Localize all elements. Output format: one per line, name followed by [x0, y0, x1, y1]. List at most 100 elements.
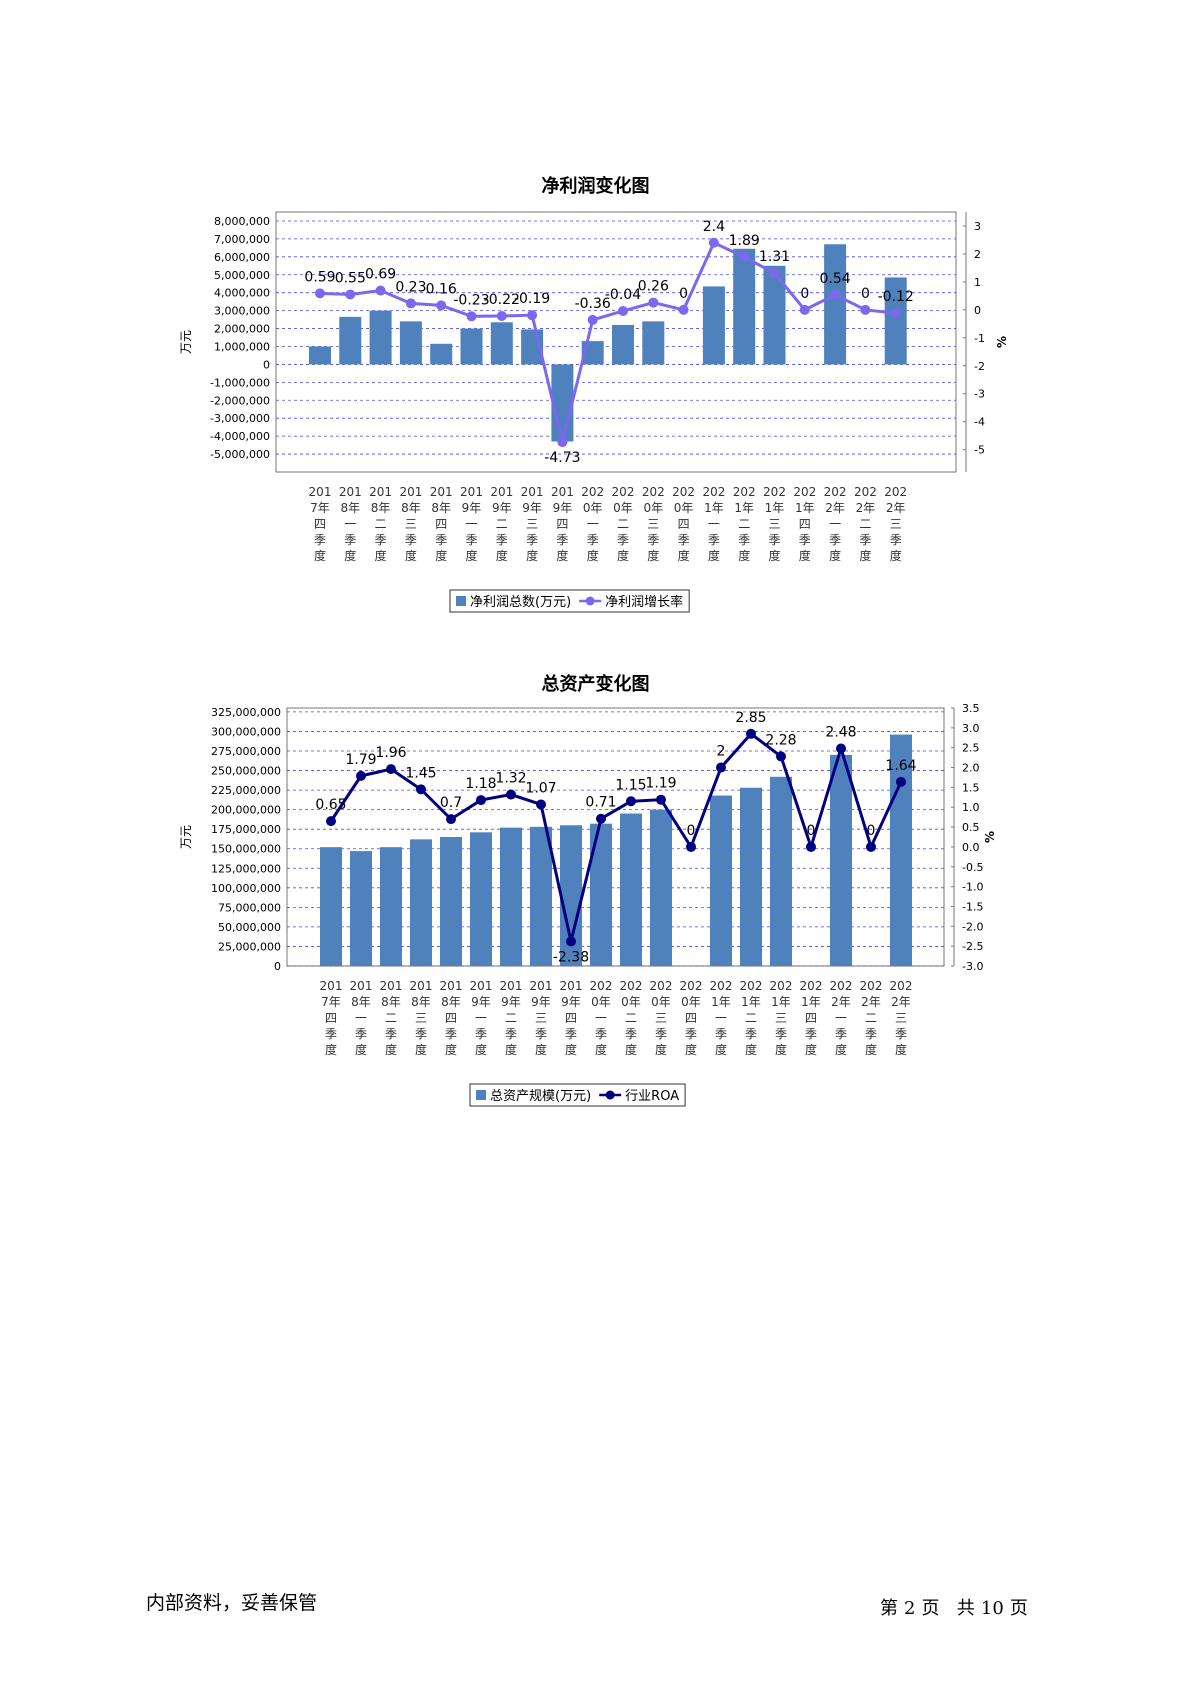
y-tick-label: 7,000,000 — [214, 233, 270, 246]
bar — [320, 847, 342, 966]
line-point — [678, 304, 689, 315]
data-label: 0.65 — [315, 797, 346, 813]
line-point — [596, 813, 606, 824]
x-tick-label: 202 2年二季度 — [860, 979, 883, 1057]
data-label: 0 — [679, 286, 688, 302]
x-tick-label: 202 1年四季度 — [793, 485, 816, 563]
line-point — [446, 814, 456, 825]
line-point — [566, 936, 576, 947]
y-tick-label: 5,000,000 — [214, 269, 270, 282]
data-label: -0.23 — [453, 292, 489, 308]
data-label: 1.18 — [465, 776, 496, 792]
data-label: 0 — [800, 286, 809, 302]
line-point — [708, 237, 719, 248]
legend: 净利润总数(万元) 净利润增长率 — [449, 589, 690, 613]
page-prefix: 第 — [880, 1598, 898, 1619]
x-tick-label: 202 1年三季度 — [763, 485, 786, 563]
line-point — [416, 784, 426, 795]
line-point — [896, 776, 906, 787]
data-label: 0 — [867, 823, 876, 839]
data-label: 0.7 — [440, 795, 462, 811]
bar — [763, 265, 786, 365]
x-tick-label: 201 8年三季度 — [399, 485, 422, 563]
data-label: 0.16 — [426, 281, 457, 297]
x-tick-label: 202 2年三季度 — [890, 979, 913, 1057]
bar — [551, 364, 574, 442]
x-tick-label: 202 1年三季度 — [770, 979, 793, 1057]
legend-bar-swatch — [476, 1090, 486, 1100]
x-tick-label: 202 2年三季度 — [884, 485, 907, 563]
line-point — [326, 816, 336, 827]
bar — [710, 795, 732, 966]
bar — [560, 825, 582, 966]
confidential-note: 内部资料，妥善保管 — [146, 1592, 318, 1614]
bar — [350, 851, 372, 966]
series-line — [329, 731, 903, 942]
x-tick-label: 202 0年四季度 — [672, 485, 695, 563]
bar — [702, 286, 725, 365]
data-label: 0.54 — [820, 271, 851, 287]
data-label: 2 — [717, 744, 726, 760]
bar — [470, 832, 492, 966]
chart-1-title: 净利润变化图 — [541, 176, 650, 197]
data-label: 2.48 — [825, 724, 856, 740]
data-label: -0.04 — [605, 287, 641, 303]
y-tick-label: 325,000,000 — [211, 706, 281, 719]
total-assets-chart: 325,000,000300,000,000275,000,000250,000… — [179, 702, 997, 1107]
y-tick-label: 200,000,000 — [211, 804, 281, 817]
line-point — [506, 789, 516, 800]
y2-axis-title: % — [983, 831, 997, 843]
page-num: 2 — [904, 1598, 916, 1619]
data-label: 1.31 — [759, 249, 790, 265]
y2-tick-label: -1.0 — [962, 881, 983, 894]
legend-box — [469, 1083, 686, 1107]
x-tick-label: 201 8年一季度 — [339, 485, 362, 563]
bar — [410, 839, 432, 966]
legend-line-marker — [585, 596, 595, 606]
x-tick-label: 201 7年四季度 — [320, 979, 343, 1057]
data-label: 2.4 — [703, 219, 725, 235]
bar — [369, 310, 392, 365]
x-tick-label: 202 0年一季度 — [581, 485, 604, 563]
line-point — [466, 311, 477, 322]
data-label: 2.28 — [765, 732, 796, 748]
line-point — [860, 304, 871, 315]
y2-tick-label: -3.0 — [962, 960, 983, 973]
y2-tick-label: 3.0 — [962, 722, 980, 735]
y2-tick-label: 2.0 — [962, 762, 980, 775]
bar — [430, 343, 453, 365]
y2-tick-label: 2.5 — [962, 742, 980, 755]
y-tick-label: 2,000,000 — [214, 323, 270, 336]
data-label: 0.59 — [304, 269, 335, 285]
x-tick-label: 201 9年四季度 — [560, 979, 583, 1057]
bar — [612, 324, 634, 365]
x-tick-label: 201 9年一季度 — [470, 979, 493, 1057]
line-point — [890, 308, 901, 319]
x-tick-label: 201 9年一季度 — [460, 485, 483, 563]
legend: 总资产规模(万元) 行业ROA — [469, 1083, 686, 1107]
data-label: 0 — [861, 286, 870, 302]
x-tick-label: 202 1年一季度 — [702, 485, 725, 563]
line-point — [618, 305, 628, 316]
chart-2-title: 总资产变化图 — [541, 674, 650, 695]
y-tick-label: -4,000,000 — [210, 430, 270, 443]
y-tick-label: 275,000,000 — [211, 745, 281, 758]
x-tick-label: 201 8年四季度 — [430, 485, 453, 563]
data-label: -0.22 — [484, 292, 520, 308]
y2-tick-label: 3.5 — [962, 702, 980, 715]
line-point — [686, 841, 696, 852]
y-tick-label: 125,000,000 — [211, 862, 281, 875]
legend-line-marker — [605, 1090, 615, 1100]
y2-tick-label: 3 — [974, 220, 981, 233]
x-tick-label: 202 2年二季度 — [854, 485, 877, 563]
line-point — [315, 288, 325, 299]
x-tick-label: 202 1年一季度 — [710, 979, 733, 1057]
line-point — [557, 437, 568, 448]
y2-tick-label: 1.0 — [962, 801, 980, 814]
x-tick-label: 201 8年二季度 — [380, 979, 403, 1057]
y2-tick-label: 1 — [974, 276, 981, 289]
series-line — [319, 240, 896, 443]
y-tick-label: 100,000,000 — [211, 882, 281, 895]
bar — [339, 316, 362, 365]
y2-axis-title: % — [995, 336, 1009, 348]
